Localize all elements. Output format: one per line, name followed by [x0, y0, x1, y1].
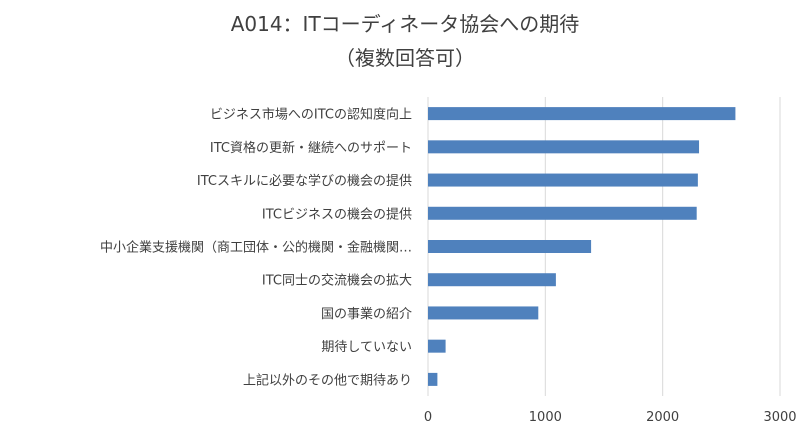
bar-8	[428, 372, 438, 386]
bar-6	[428, 306, 539, 320]
category-label: ITC資格の更新・継続へのサポート	[210, 140, 412, 156]
category-label: ビジネス市場へのITCの認知度向上	[210, 107, 412, 123]
bar-0	[428, 107, 736, 121]
bar-2	[428, 173, 698, 187]
bar-3	[428, 206, 697, 220]
category-label: 期待していない	[321, 340, 412, 355]
category-label: 上記以外のその他で期待あり	[243, 372, 412, 388]
bar-7	[428, 339, 446, 353]
x-tick-label: 2000	[646, 410, 679, 425]
category-label: 中小企業支援機関（商工団体・公的機関・金融機関…	[100, 240, 412, 256]
x-tick-label: 3000	[763, 410, 796, 425]
bar-1	[428, 140, 700, 154]
x-tick-label: 0	[424, 410, 432, 425]
bar-5	[428, 273, 556, 287]
chart-title: A014：ITコーディネータ協会への期待	[230, 12, 580, 36]
category-label: ITCビジネスの機会の提供	[262, 206, 412, 222]
category-label: ITCスキルに必要な学びの機会の提供	[197, 173, 412, 189]
category-label: ITC同士の交流機会の拡大	[262, 273, 412, 289]
x-tick-label: 1000	[529, 410, 562, 425]
category-label: 国の事業の紹介	[321, 306, 412, 322]
bar-4	[428, 240, 592, 253]
chart-subtitle: （複数回答可）	[335, 46, 475, 70]
